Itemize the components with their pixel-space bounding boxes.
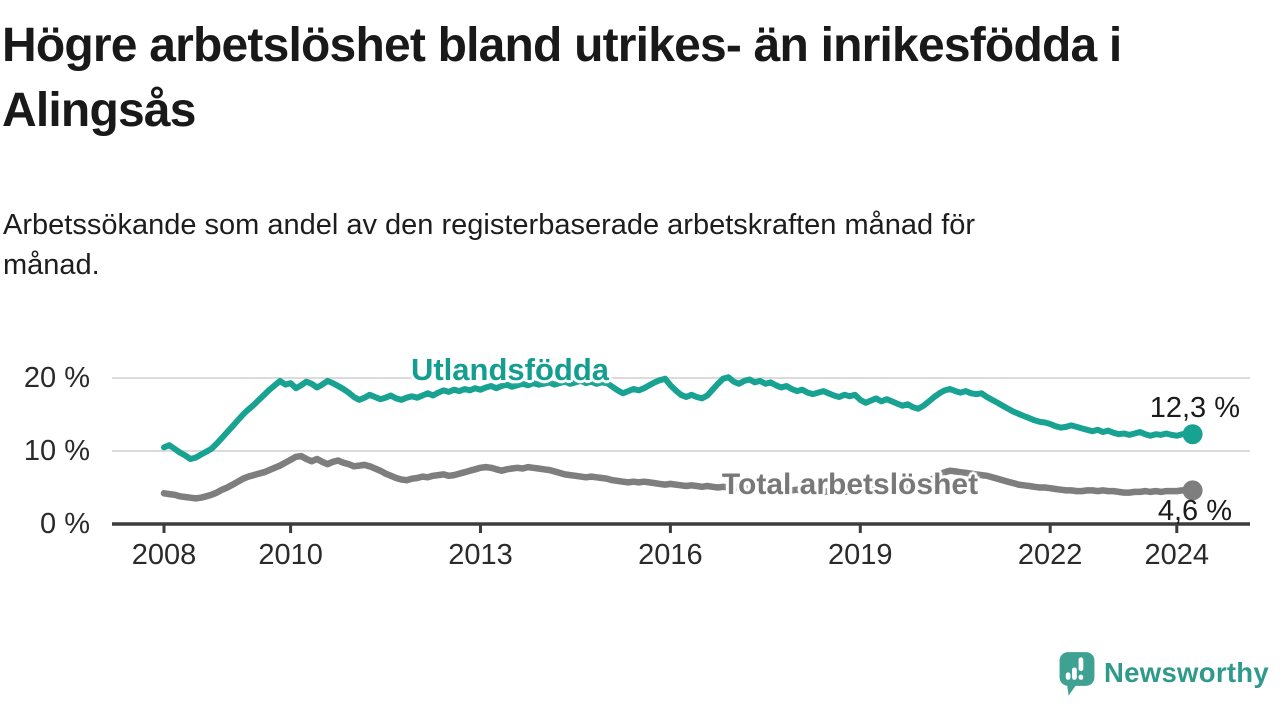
- y-tick-label: 0 %: [40, 508, 90, 540]
- endpoint-dot-total-arbetsloshet: [1182, 480, 1203, 501]
- x-tick-label: 2022: [1017, 539, 1083, 571]
- series-label-total-arbetsloshet: Total arbetslöshet: [721, 468, 979, 501]
- endpoint-dot-utlandsfodda: [1182, 424, 1203, 445]
- series-label-utlandsfodda: Utlandsfödda: [410, 352, 610, 387]
- x-tick-label: 2013: [448, 539, 513, 571]
- line-utlandsfodda: [161, 374, 1196, 462]
- newsworthy-logo: Newsworthy: [1059, 651, 1279, 699]
- end-value-label-total-arbetsloshet: 4,6 %: [1157, 495, 1232, 527]
- chart-subtitle: Arbetssökande som andel av den registerb…: [3, 209, 976, 281]
- x-tick-label: 2010: [258, 539, 323, 571]
- newsworthy-bubble-chart-icon: [1059, 652, 1095, 696]
- brand-name: Newsworthy: [1104, 657, 1269, 688]
- x-tick-label: 2019: [828, 539, 893, 571]
- y-tick-label: 10 %: [23, 435, 90, 467]
- line-total-arbetsloshet: [160, 452, 1196, 502]
- page-title: Högre arbetslöshet bland utrikes- än inr…: [2, 19, 1122, 137]
- x-tick-label: 2008: [131, 539, 197, 571]
- x-tick-label: 2024: [1144, 539, 1210, 571]
- y-tick-label: 20 %: [23, 362, 90, 394]
- x-tick-label: 2016: [638, 539, 703, 571]
- end-value-label-utlandsfodda: 12,3 %: [1149, 392, 1240, 424]
